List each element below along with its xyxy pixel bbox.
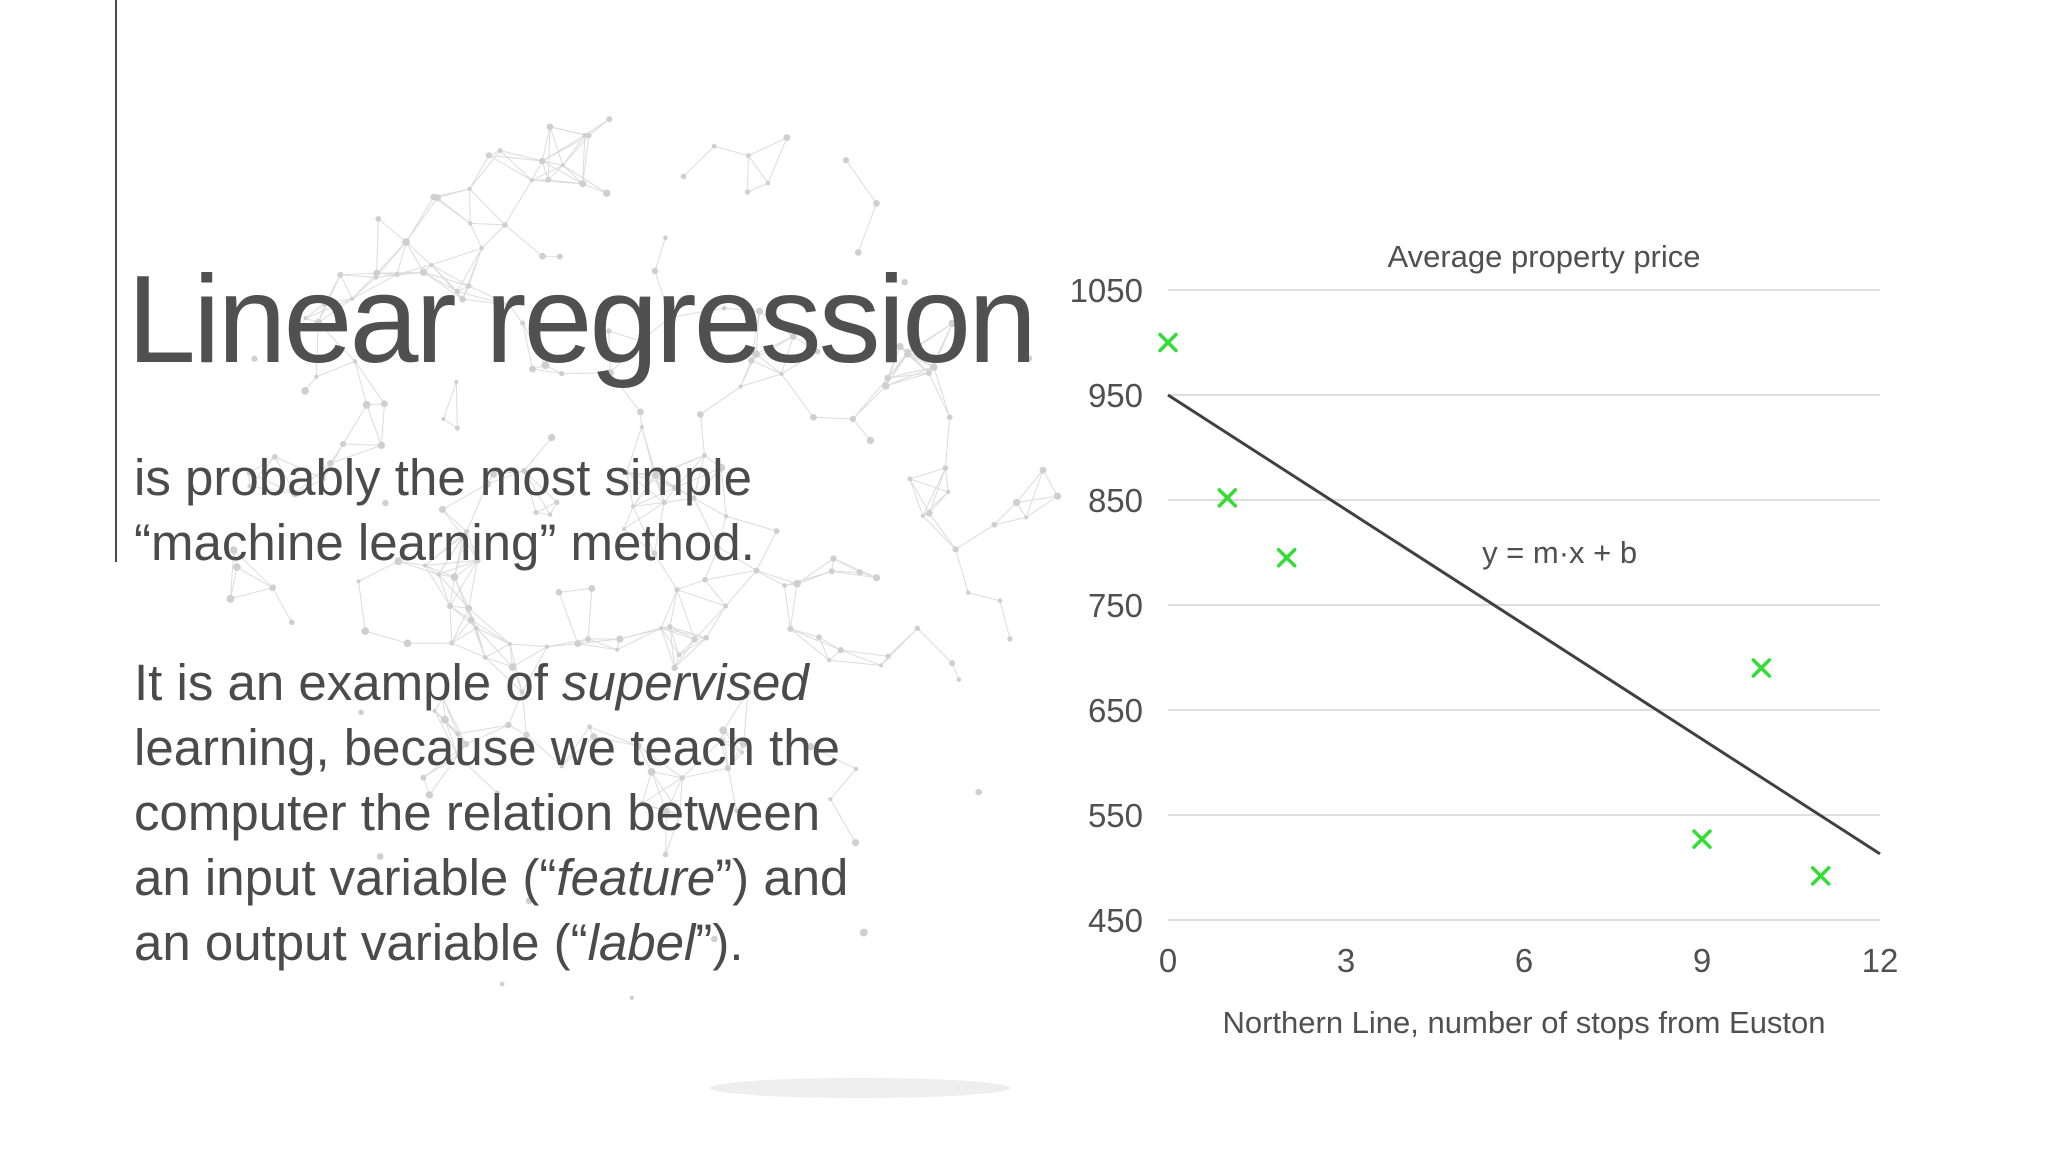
body-text: It is an example of [134,654,563,711]
body-line: an input variable (“feature”) and [134,845,1034,910]
body-line: an output variable (“label”). [134,910,1034,975]
x-tick-label: 0 [1159,942,1177,979]
y-tick-label: 750 [1088,587,1143,624]
y-tick-label: 850 [1088,482,1143,519]
x-tick-label: 3 [1337,942,1355,979]
y-tick-label: 450 [1088,902,1143,939]
x-tick-label: 9 [1693,942,1711,979]
body-line: computer the relation between [134,784,821,841]
data-point [1158,332,1178,353]
slide-title: Linear regression [127,251,1037,389]
body-line: It is an example of supervised [134,650,1034,715]
y-tick-label: 950 [1088,377,1143,414]
body-text: an input variable (“ [134,849,557,906]
intro-line: is probably the most simple [134,449,752,506]
body-text: an output variable (“ [134,914,588,971]
data-point [1692,829,1712,849]
body-emphasis: supervised [562,654,809,711]
equation-annotation: y = m·x + b [1482,535,1637,570]
title-accent-bar [115,0,117,562]
scatter-chart: 450 550 650 750 850 950 1050 0 3 6 9 12 Average prop… [1070,239,1899,1040]
data-point [1751,658,1772,678]
body-emphasis: feature [556,849,716,906]
x-tick-label: 12 [1862,942,1899,979]
y-tick-label: 550 [1088,797,1143,834]
body-paragraph: It is an example of supervised learning,… [134,650,1034,975]
data-point [1217,488,1238,508]
chart-title: Average property price [1387,239,1700,274]
intro-line: “machine learning” method. [134,514,755,571]
intro-paragraph: is probably the most simple “machine lea… [134,445,894,575]
y-tick-label: 1050 [1070,272,1143,309]
x-axis-label: Northern Line, number of stops from Eust… [1222,1005,1825,1040]
body-text: ”) and [715,849,849,906]
body-line: learning, because we teach the [134,719,840,776]
data-point [1810,866,1831,886]
fit-line [1167,393,1881,856]
data-point [1276,548,1297,568]
body-emphasis: label [587,914,696,971]
x-tick-label: 6 [1515,942,1533,979]
y-tick-label: 650 [1088,692,1143,729]
body-text: ”). [695,914,744,971]
